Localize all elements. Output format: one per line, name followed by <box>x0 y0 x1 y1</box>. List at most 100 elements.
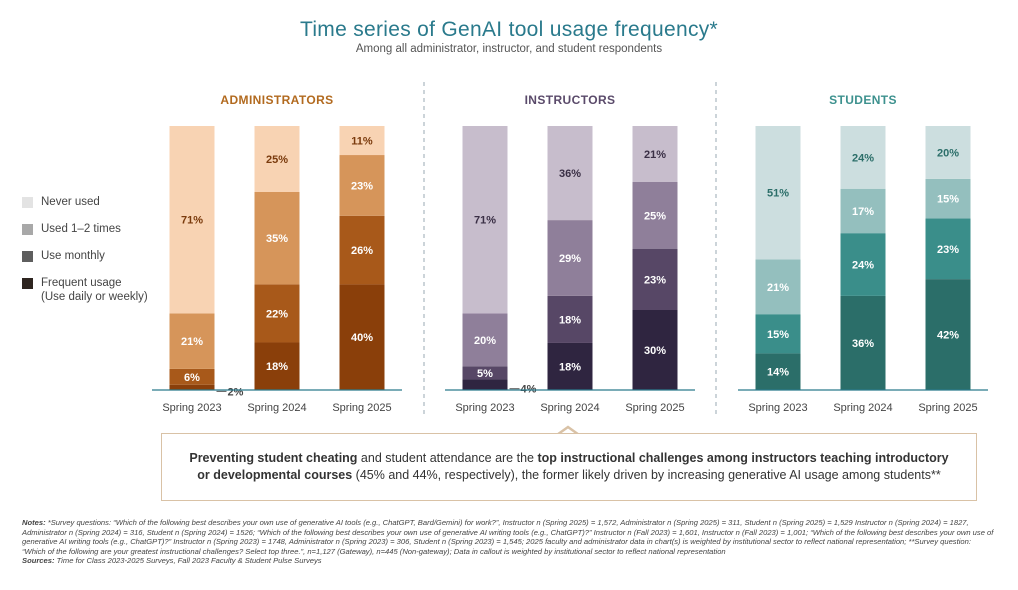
data-label: 21% <box>644 149 666 161</box>
data-label: 71% <box>181 215 203 227</box>
bar-segment <box>462 366 508 380</box>
notes-line: Notes: *Survey questions: “Which of the … <box>22 518 994 556</box>
footnotes: Notes: *Survey questions: “Which of the … <box>22 518 994 566</box>
bar-segment <box>169 368 215 385</box>
chart-subtitle: Among all administrator, instructor, and… <box>355 43 663 55</box>
bar-segment <box>840 188 886 234</box>
bar-segment <box>925 218 971 280</box>
legend-item-frequent-usage: Frequent usage (Use daily or weekly) <box>22 276 148 304</box>
bar-segment <box>840 126 886 189</box>
sources-line: Sources: Time for Class 2023-2025 Survey… <box>22 556 994 566</box>
bar-segment <box>462 313 508 367</box>
x-tick-label: Spring 2023 <box>455 402 514 414</box>
data-label: 26% <box>351 245 373 257</box>
x-tick-label: Spring 2024 <box>540 402 599 414</box>
legend-label: Used 1–2 times <box>41 223 121 235</box>
bar-segment <box>462 379 508 390</box>
data-label: 15% <box>767 329 789 341</box>
data-label: 51% <box>767 188 789 200</box>
bar-segment <box>925 279 971 390</box>
bar-segment <box>462 126 508 314</box>
x-tick-label: Spring 2025 <box>332 402 391 414</box>
bar-segment <box>632 182 678 249</box>
group-title: INSTRUCTORS <box>525 93 616 107</box>
bar-segment <box>339 215 385 285</box>
data-label: 24% <box>852 152 874 164</box>
bar-segment <box>339 126 385 156</box>
callout-bold-1: Preventing student cheating <box>189 451 358 465</box>
callout-text: Preventing student cheating and student … <box>186 450 952 484</box>
stacked-bar-chart: ADMINISTRATORS 2% 6% 21% 71% Spring 2023 18% 22… <box>152 82 988 418</box>
data-label: 18% <box>559 361 581 373</box>
bar-segment <box>254 284 300 343</box>
x-tick-label: Spring 2023 <box>748 402 807 414</box>
x-tick-label: Spring 2023 <box>162 402 221 414</box>
bar-segment <box>547 295 593 343</box>
data-label: 23% <box>351 180 373 192</box>
data-label: 5% <box>477 368 493 380</box>
bar-segment <box>547 126 593 221</box>
bar-segment <box>254 192 300 285</box>
sources-text: Time for Class 2023-2025 Surveys, Fall 2… <box>54 556 322 566</box>
chart-title: Time series of GenAI tool usage frequenc… <box>299 18 719 41</box>
bar-segment <box>755 126 801 260</box>
legend-swatch <box>22 278 33 289</box>
bar-segment <box>169 126 215 314</box>
bar-segment <box>755 314 801 354</box>
legend-label: Use monthly <box>41 250 105 262</box>
bar-segment <box>840 295 886 390</box>
bar-segment <box>632 126 678 182</box>
legend-label: Never used <box>41 196 100 208</box>
bar-segment <box>254 342 300 390</box>
notes-label: Notes: <box>22 518 46 527</box>
data-label: 35% <box>266 233 288 245</box>
callout-box: Preventing student cheating and student … <box>161 433 977 501</box>
x-tick-label: Spring 2025 <box>625 402 684 414</box>
data-label: 36% <box>559 168 581 180</box>
callout-text-1: and student attendance are the <box>357 451 538 465</box>
legend-swatch <box>22 224 33 235</box>
data-label: 71% <box>474 215 496 227</box>
bar-segment <box>339 284 385 390</box>
data-label: 21% <box>767 282 789 294</box>
data-label: 22% <box>266 308 288 320</box>
data-label: 17% <box>852 206 874 218</box>
legend: Never used Used 1–2 times Use monthly Fr… <box>22 195 148 317</box>
legend-item-used-1-2: Used 1–2 times <box>22 222 148 236</box>
x-tick-label: Spring 2024 <box>833 402 892 414</box>
bar-segment <box>840 233 886 296</box>
legend-item-never-used: Never used <box>22 195 148 209</box>
data-label: 40% <box>351 332 373 344</box>
group-title: ADMINISTRATORS <box>220 93 333 107</box>
data-label: 29% <box>559 253 581 265</box>
bar-segment <box>632 310 678 390</box>
bar-segment <box>632 248 678 310</box>
bar-segment <box>547 220 593 296</box>
bar-segment <box>169 384 215 390</box>
legend-label: Frequent usage <box>41 277 122 289</box>
sources-label: Sources: <box>22 556 55 566</box>
bar-segment <box>925 126 971 179</box>
x-tick-label: Spring 2025 <box>918 402 977 414</box>
x-tick-label: Spring 2024 <box>247 402 306 414</box>
data-label: 18% <box>266 361 288 373</box>
data-label: 30% <box>644 345 666 357</box>
data-label: 6% <box>184 372 200 384</box>
data-label: 15% <box>937 194 959 206</box>
callout-bold-2: top instructional challenges among instr… <box>197 451 949 482</box>
notes-text: *Survey questions: “Which of the followi… <box>22 518 994 556</box>
bar-segment <box>254 126 300 192</box>
bar-segment <box>169 313 215 369</box>
data-label: 20% <box>937 147 959 159</box>
bar-segment <box>547 342 593 390</box>
data-label: 21% <box>181 336 203 348</box>
data-label: 18% <box>559 314 581 326</box>
data-label: 25% <box>644 210 666 222</box>
legend-swatch <box>22 197 33 208</box>
data-label: 23% <box>644 274 666 286</box>
group-title: STUDENTS <box>829 93 897 107</box>
bar-segment <box>925 178 971 219</box>
legend-item-use-monthly: Use monthly <box>22 249 148 263</box>
callout-text-2: (45% and 44%, respectively), the former … <box>352 468 941 482</box>
data-label: 20% <box>474 335 496 347</box>
